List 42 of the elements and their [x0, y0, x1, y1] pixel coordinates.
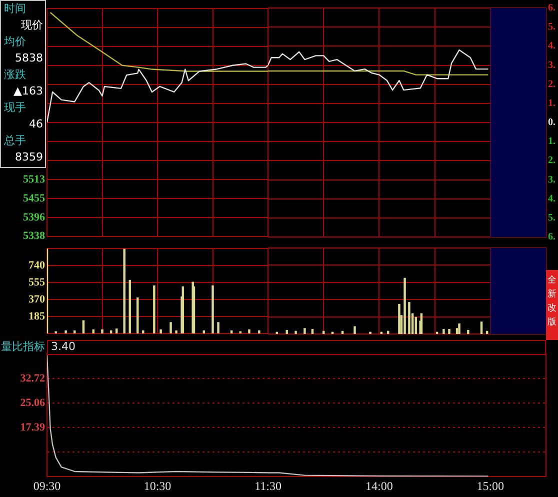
y-tick-label: 555: [28, 276, 46, 288]
y-tick-label: 4.: [548, 40, 556, 52]
x-tick-label: 14:00: [366, 478, 393, 493]
y-tick-label: 2.: [548, 155, 556, 166]
x-tick-label: 09:30: [33, 478, 61, 493]
y-tick-label: 5.: [548, 212, 556, 224]
y-tick-label: 0.: [548, 117, 556, 128]
text: 现价: [21, 18, 43, 32]
y-tick-label: 5.: [548, 22, 556, 33]
y-tick-label: 185: [28, 310, 46, 322]
y-tick-label: 2.: [548, 78, 556, 90]
text: 全新改版: [548, 274, 556, 328]
text: 3.40: [51, 340, 76, 353]
text: 涨跌: [4, 68, 26, 81]
y-tick-label: 5455: [23, 192, 46, 204]
y-tick-label: 5396: [23, 211, 46, 224]
text: ▲163: [14, 84, 43, 98]
y-tick-label: 6.: [548, 2, 556, 14]
text: 总手: [3, 134, 26, 147]
text: 5838: [15, 51, 43, 64]
x-tick-label: 15:00: [476, 478, 504, 493]
y-tick-label: 5338: [23, 230, 46, 242]
text: 8359: [15, 150, 43, 164]
y-tick-label: 1.: [548, 98, 556, 109]
y-tick-label: 32.72: [20, 372, 46, 384]
y-tick-label: 4.: [548, 193, 556, 204]
y-tick-label: 6.: [548, 232, 556, 243]
text: 均价: [3, 34, 26, 48]
text: 现手: [4, 100, 26, 114]
chart-title: 量比指标: [1, 340, 45, 353]
y-tick-label: 25.06: [20, 396, 46, 409]
y-tick-label: 370: [28, 293, 46, 306]
y-tick-label: 5513: [23, 173, 46, 186]
y-tick-label: 740: [28, 259, 46, 272]
x-tick-label: 10:30: [144, 478, 172, 493]
y-tick-label: 3.: [548, 174, 556, 186]
text: 46: [29, 117, 43, 130]
y-tick-label: 17.39: [20, 421, 46, 434]
y-tick-label: 1.: [548, 136, 556, 148]
y-tick-label: 3.: [548, 60, 556, 71]
text: 时间: [4, 2, 26, 15]
x-tick-label: 11:30: [254, 478, 282, 493]
